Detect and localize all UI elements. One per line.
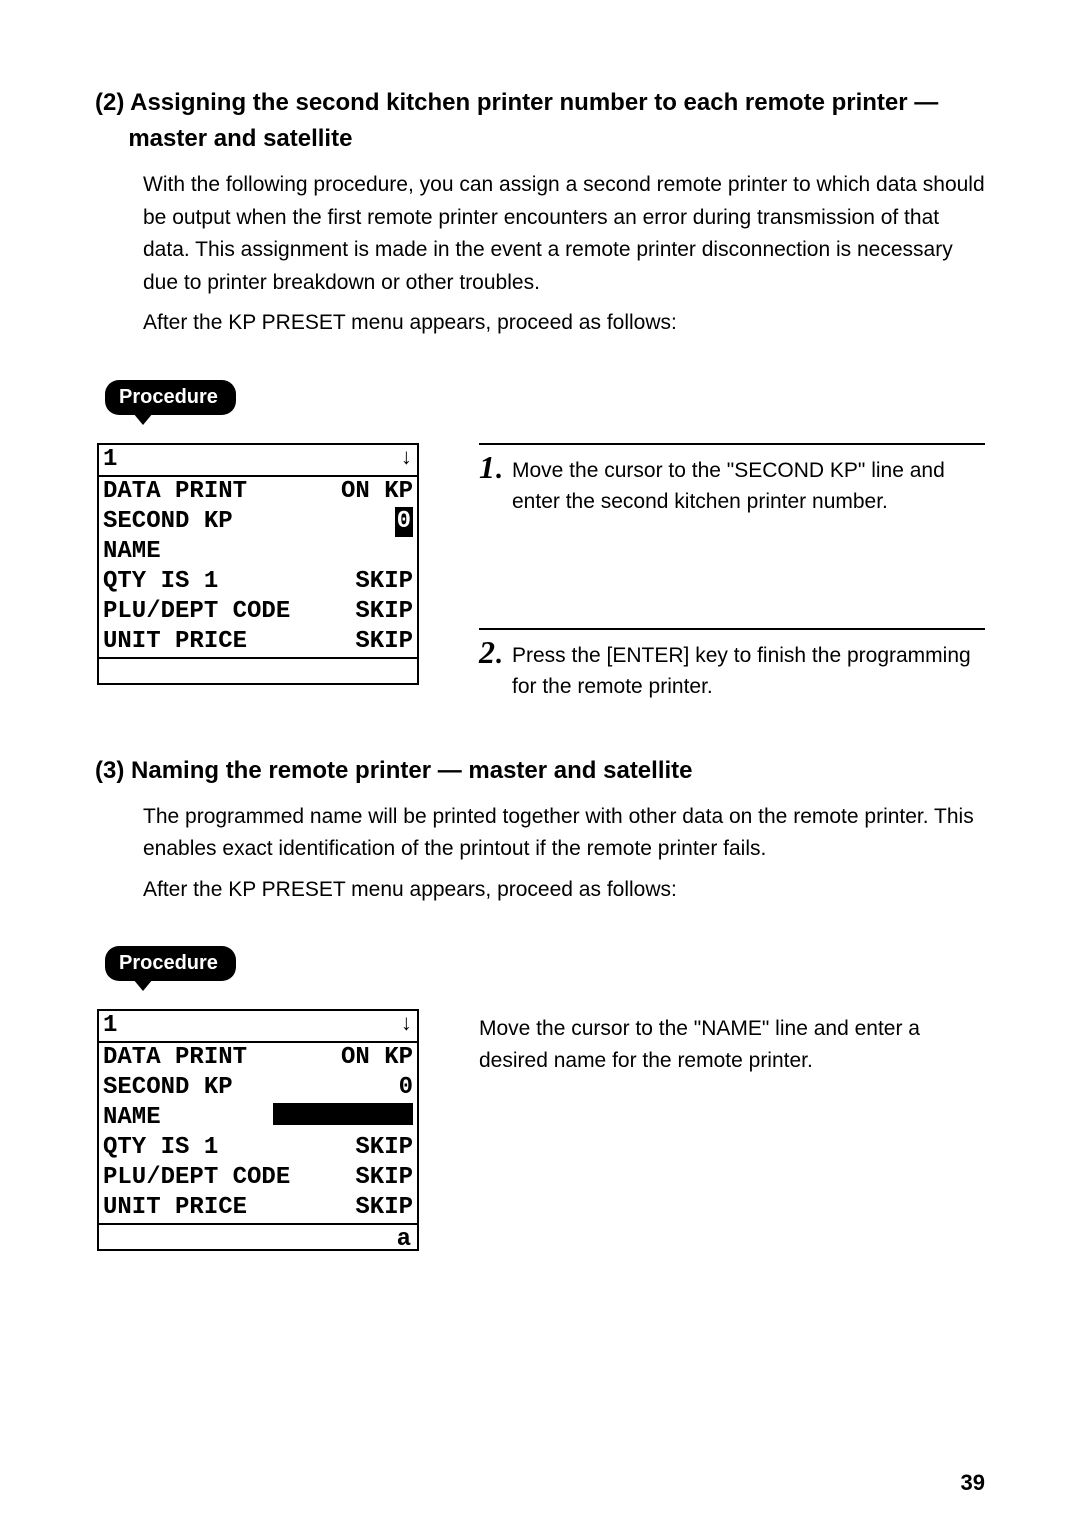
procedure-tri-2 (133, 979, 153, 991)
section2-para2: After the KP PRESET menu appears, procee… (143, 307, 985, 340)
section3-title: (3) Naming the remote printer — master a… (95, 753, 985, 789)
screen2-bottom: a (99, 1223, 417, 1249)
section2-title-l1: Assigning the second kitchen printer num… (130, 89, 938, 116)
step-num-1: 1. (479, 451, 502, 484)
screen2-row-5: UNIT PRICE SKIP (99, 1193, 417, 1223)
screen2-r1-l: SECOND KP (103, 1073, 233, 1103)
section2-title: (2) Assigning the second kitchen printer… (95, 85, 985, 157)
screen1-r2-l: NAME (103, 537, 161, 567)
screen1-row-0: DATA PRINT ON KP (99, 477, 417, 507)
step-text-1: Move the cursor to the "SECOND KP" line … (512, 451, 985, 518)
screen1-bottom (99, 657, 417, 683)
screen1-row-1: SECOND KP 0 (99, 507, 417, 537)
procedure-tag-1: Procedure (105, 380, 236, 415)
page-number: 39 (961, 1470, 985, 1496)
screen1-row-5: UNIT PRICE SKIP (99, 627, 417, 657)
screen2-r5-l: UNIT PRICE (103, 1193, 247, 1223)
screen1-row-4: PLU/DEPT CODE SKIP (99, 597, 417, 627)
screen1-r4-l: PLU/DEPT CODE (103, 597, 290, 627)
section2-num: (2) (95, 89, 124, 116)
procedure-label-2: Procedure (105, 946, 236, 981)
screen2-r2-l: NAME (103, 1103, 161, 1133)
screen2-row-4: PLU/DEPT CODE SKIP (99, 1163, 417, 1193)
screen2-r1-r: 0 (399, 1073, 413, 1103)
step-n-2: 2 (479, 634, 495, 670)
screen1-r5-l: UNIT PRICE (103, 627, 247, 657)
screen1-row-2: NAME (99, 537, 417, 567)
procedure-label-1: Procedure (105, 380, 236, 415)
screen2-r3-l: QTY IS 1 (103, 1133, 218, 1163)
screen1-r0-l: DATA PRINT (103, 477, 247, 507)
screen1-r3-l: QTY IS 1 (103, 567, 218, 597)
procedure-tri-1 (133, 413, 153, 425)
section3-num: (3) (95, 757, 124, 784)
right-text-2: Move the cursor to the "NAME" line and e… (479, 1009, 985, 1076)
section2-title-l2: master and satellite (128, 125, 352, 152)
screen1-r1-l: SECOND KP (103, 507, 233, 537)
step-2: 2. Press the [ENTER] key to finish the p… (479, 628, 985, 703)
step-num-2: 2. (479, 636, 502, 669)
screen1-r5-r: SKIP (355, 627, 413, 657)
screen1-top: 1 ↓ (99, 445, 417, 477)
screen2-row-2: NAME (99, 1103, 417, 1133)
step-n-1: 1 (479, 449, 495, 485)
name-highlight (273, 1103, 413, 1125)
screen2-r0-r: ON KP (341, 1043, 413, 1073)
screen1-r1-r: 0 (395, 507, 413, 537)
screen2-row-3: QTY IS 1 SKIP (99, 1133, 417, 1163)
screen2-r5-r: SKIP (355, 1193, 413, 1223)
screen2-r3-r: SKIP (355, 1133, 413, 1163)
section3-para2: After the KP PRESET menu appears, procee… (143, 874, 985, 907)
section3-title-text: Naming the remote printer — master and s… (131, 757, 692, 784)
section2-para1: With the following procedure, you can as… (143, 169, 985, 299)
screen2-r0-l: DATA PRINT (103, 1043, 247, 1073)
screen1-row-3: QTY IS 1 SKIP (99, 567, 417, 597)
screen1-r4-r: SKIP (355, 597, 413, 627)
step-1: 1. Move the cursor to the "SECOND KP" li… (479, 443, 985, 518)
screen-1: 1 ↓ DATA PRINT ON KP SECOND KP 0 NAME QTY … (97, 443, 419, 685)
screen2-row-1: SECOND KP 0 (99, 1073, 417, 1103)
screen1-r0-r: ON KP (341, 477, 413, 507)
screen2-topleft: 1 (103, 1011, 117, 1041)
steps-1: 1. Move the cursor to the "SECOND KP" li… (479, 443, 985, 703)
screen2-top: 1 ↓ (99, 1011, 417, 1043)
screen2-r4-l: PLU/DEPT CODE (103, 1163, 290, 1193)
procedure-tag-2: Procedure (105, 946, 236, 981)
step-text-2: Press the [ENTER] key to finish the prog… (512, 636, 985, 703)
screen1-r3-r: SKIP (355, 567, 413, 597)
down-arrow-icon: ↓ (400, 445, 413, 475)
section3-para1: The programmed name will be printed toge… (143, 801, 985, 866)
screen-2: 1 ↓ DATA PRINT ON KP SECOND KP 0 NAME QTY … (97, 1009, 419, 1251)
screen2-r4-r: SKIP (355, 1163, 413, 1193)
screen2-row-0: DATA PRINT ON KP (99, 1043, 417, 1073)
down-arrow-icon-2: ↓ (400, 1011, 413, 1041)
screen1-topleft: 1 (103, 445, 117, 475)
